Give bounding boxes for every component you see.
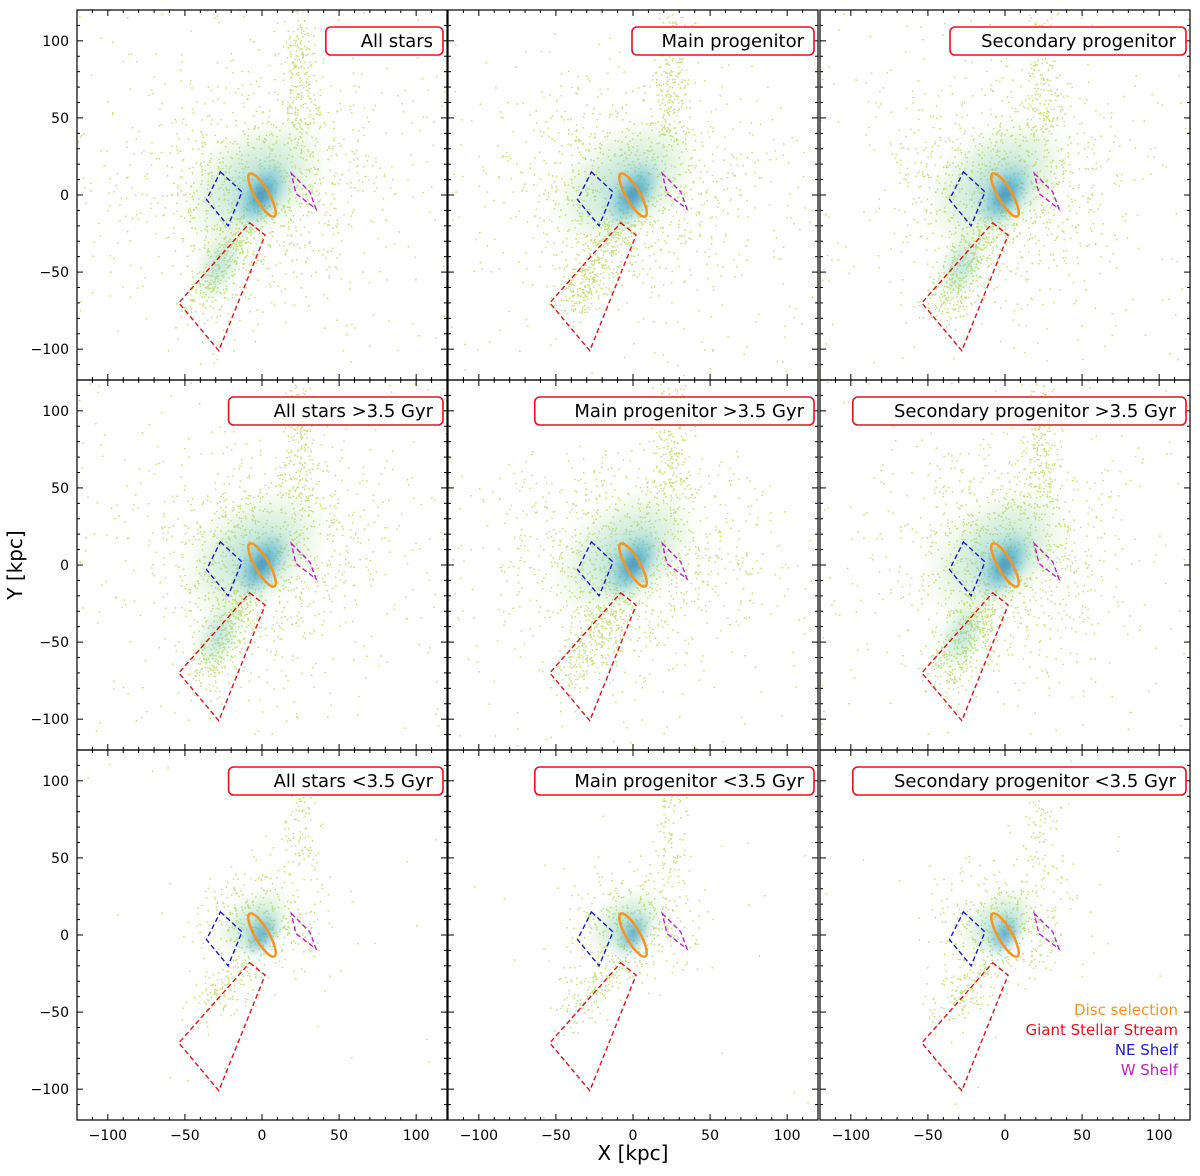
- y-tick-label: 50: [51, 481, 69, 497]
- x-tick-label: 50: [701, 1128, 719, 1144]
- svg-text:All stars: All stars: [361, 31, 433, 52]
- panel-6: Secondary progenitor >3.5 Gyr: [817, 366, 1193, 750]
- density-map: [200, 873, 308, 972]
- y-tick-label: 0: [60, 558, 69, 574]
- x-axis-label: X [kpc]: [598, 1141, 669, 1165]
- panel-title: Secondary progenitor >3.5 Gyr: [853, 397, 1186, 425]
- x-tick-label: 0: [258, 1128, 267, 1144]
- panel-4: −100 −50 0 50 100 All stars >3.5 Gyr: [31, 359, 448, 751]
- panel-title: Secondary progenitor <3.5 Gyr: [853, 767, 1186, 795]
- panel-title: Secondary progenitor: [950, 27, 1186, 55]
- panel-3: Secondary progenitor: [820, 0, 1191, 380]
- w-shelf-region: [662, 913, 687, 949]
- panel-title: Main progenitor >3.5 Gyr: [535, 397, 814, 425]
- y-tick-label: 100: [42, 34, 69, 50]
- y-axis-label: Y [kpc]: [3, 530, 27, 600]
- y-tick-label: 100: [42, 774, 69, 790]
- panel-title: All stars <3.5 Gyr: [229, 767, 443, 795]
- x-tick-label: −50: [913, 1128, 943, 1144]
- y-tick-label: −100: [31, 342, 69, 358]
- density-map: [154, 460, 355, 683]
- x-tick-label: −50: [170, 1128, 200, 1144]
- panel-5: Main progenitor >3.5 Gyr: [428, 368, 842, 768]
- panel-title: All stars: [326, 27, 443, 55]
- legend-entry: Giant Stellar Stream: [1025, 1021, 1178, 1039]
- x-tick-label: −100: [832, 1128, 870, 1144]
- y-tick-label: 50: [51, 111, 69, 127]
- panel-2: Main progenitor: [406, 0, 818, 403]
- panels: −100 −50 0 50 100 All stars Main progenitor Sec…: [31, 0, 1194, 1144]
- density-map: [897, 90, 1098, 313]
- x-tick-label: 100: [403, 1128, 430, 1144]
- x-tick-label: 0: [1001, 1128, 1010, 1144]
- y-tick-label: 100: [42, 404, 69, 420]
- density-map: [897, 460, 1098, 683]
- y-tick-label: −100: [31, 1082, 69, 1098]
- x-tick-label: 100: [774, 1128, 801, 1144]
- panel-title: Main progenitor: [632, 27, 814, 55]
- x-tick-label: −50: [541, 1128, 571, 1144]
- x-tick-label: −100: [89, 1128, 127, 1144]
- x-tick-label: 100: [1146, 1128, 1173, 1144]
- panel-title: Main progenitor <3.5 Gyr: [535, 767, 814, 795]
- legend-entry: NE Shelf: [1115, 1041, 1179, 1059]
- giant-stellar-stream-region: [922, 963, 1008, 1091]
- y-tick-label: −100: [31, 712, 69, 728]
- panel-title: All stars >3.5 Gyr: [229, 397, 443, 425]
- legend: Disc selection Giant Stellar Stream NE She…: [1025, 1001, 1178, 1079]
- y-tick-label: 0: [60, 188, 69, 204]
- x-tick-label: −100: [460, 1128, 498, 1144]
- x-tick-label: 50: [330, 1128, 348, 1144]
- legend-entry: W Shelf: [1121, 1061, 1179, 1079]
- y-tick-label: −50: [39, 1005, 69, 1021]
- panel-9: −100 −50 0 50 100 Secondary progenitor <3.5 G…: [820, 740, 1190, 1144]
- svg-text:Main progenitor: Main progenitor: [661, 31, 804, 52]
- panel-7: −100 −50 0 50 100 −100 −50 0 50 100 All stars <3.5…: [31, 750, 447, 1144]
- y-tick-label: −50: [39, 265, 69, 281]
- legend-entry: Disc selection: [1074, 1001, 1178, 1019]
- y-tick-label: 0: [60, 928, 69, 944]
- y-tick-label: −50: [39, 635, 69, 651]
- y-tick-label: 50: [51, 851, 69, 867]
- x-tick-label: 50: [1073, 1128, 1091, 1144]
- panel-1: −100 −50 0 50 100 All stars: [31, 0, 465, 380]
